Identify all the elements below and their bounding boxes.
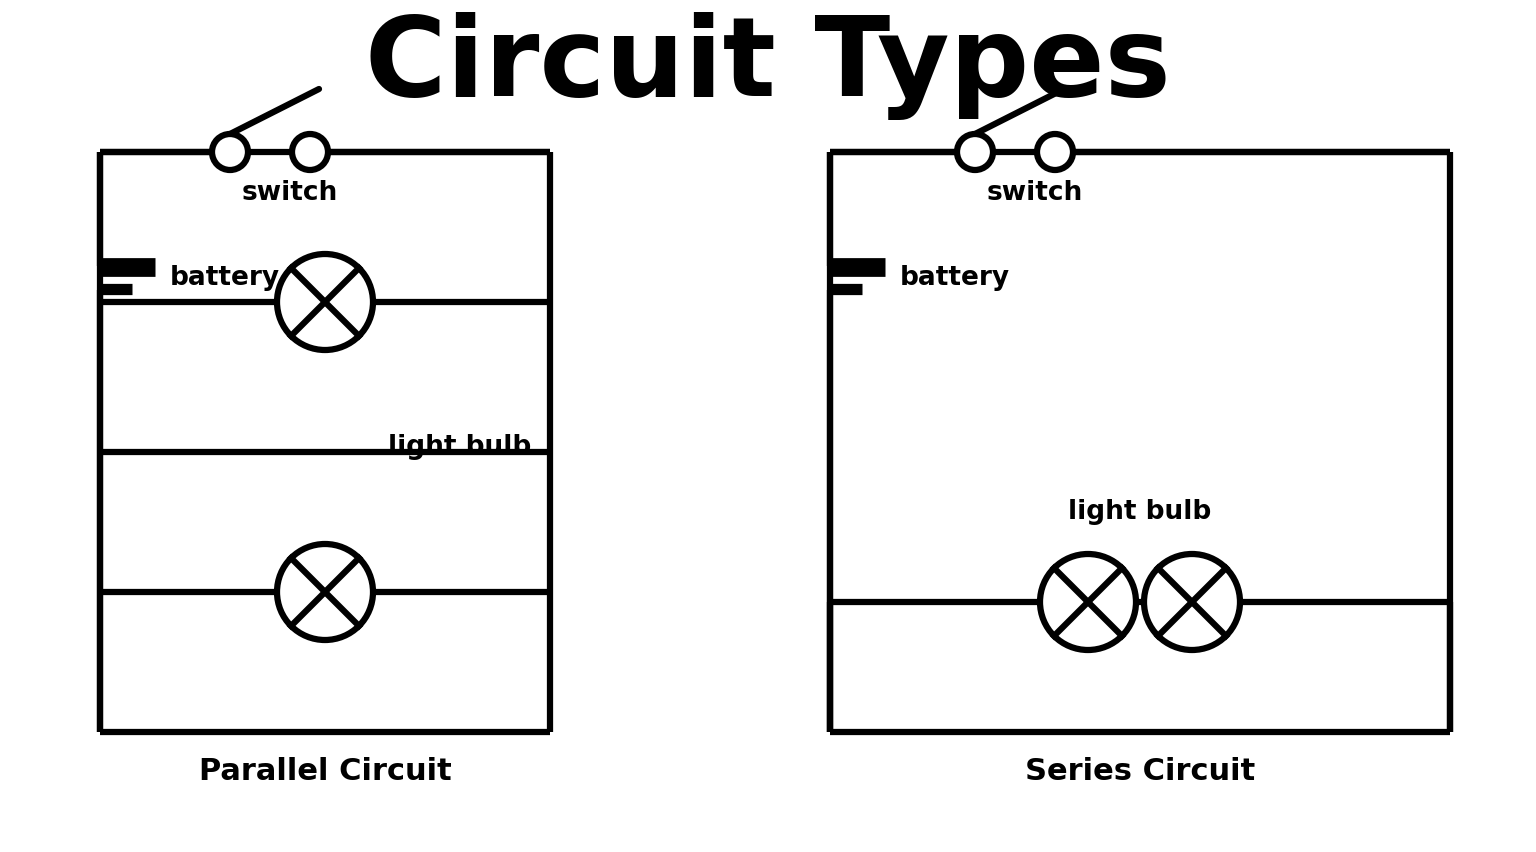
Circle shape xyxy=(1040,554,1137,650)
Circle shape xyxy=(957,134,992,170)
Circle shape xyxy=(276,544,373,640)
Text: light bulb: light bulb xyxy=(389,434,531,460)
Text: switch: switch xyxy=(241,180,338,206)
Circle shape xyxy=(1144,554,1240,650)
Text: battery: battery xyxy=(900,265,1011,291)
Circle shape xyxy=(1037,134,1074,170)
Text: Circuit Types: Circuit Types xyxy=(366,12,1170,120)
Text: Series Circuit: Series Circuit xyxy=(1025,757,1255,786)
Text: Parallel Circuit: Parallel Circuit xyxy=(198,757,452,786)
Circle shape xyxy=(212,134,247,170)
Circle shape xyxy=(276,254,373,350)
Text: switch: switch xyxy=(986,180,1083,206)
Text: light bulb: light bulb xyxy=(1069,499,1212,525)
Circle shape xyxy=(292,134,329,170)
Text: battery: battery xyxy=(170,265,280,291)
